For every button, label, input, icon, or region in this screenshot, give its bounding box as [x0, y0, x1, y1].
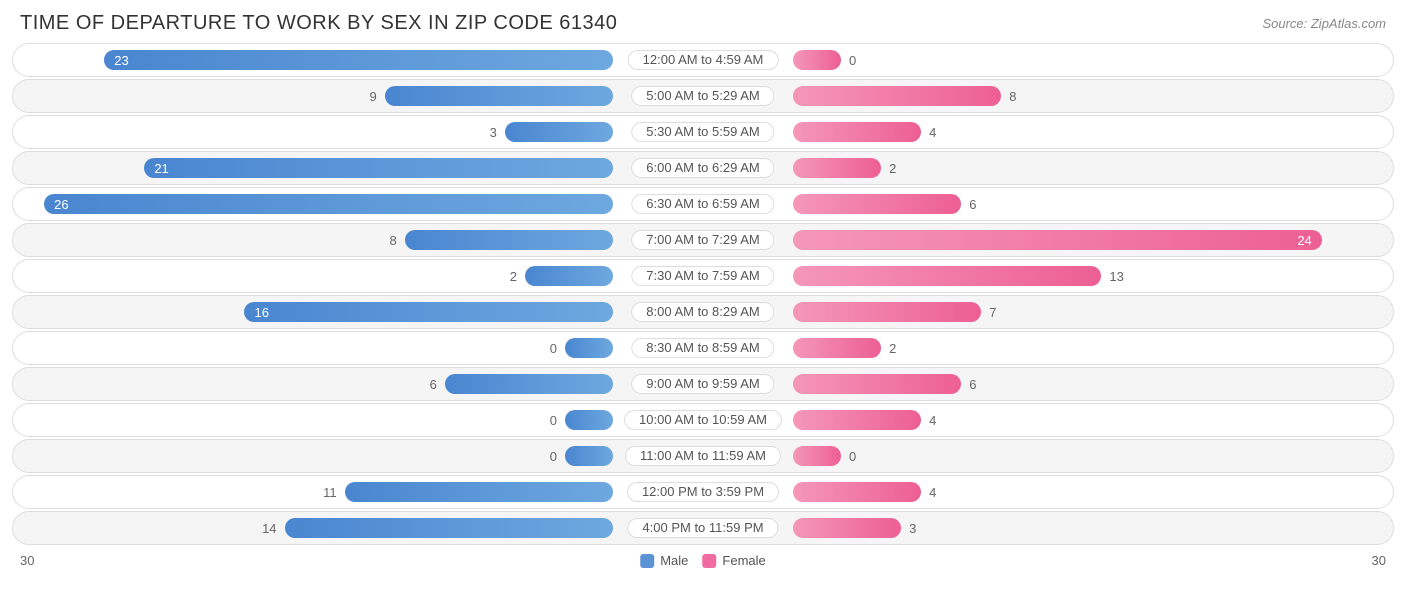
axis-max-right: 30 [1372, 553, 1386, 568]
table-row: 2 13 7:30 AM to 7:59 AM [12, 259, 1394, 293]
table-row: 8 24 7:00 AM to 7:29 AM [12, 223, 1394, 257]
time-range-label: 12:00 PM to 3:59 PM [627, 482, 779, 502]
female-value: 3 [909, 521, 916, 536]
table-row: 0011:00 AM to 11:59 AM [12, 439, 1394, 473]
female-bar: 0 [793, 50, 841, 70]
male-swatch-icon [640, 554, 654, 568]
time-range-label: 5:30 AM to 5:59 AM [631, 122, 774, 142]
female-value: 6 [969, 197, 976, 212]
table-row: 0 2 8:30 AM to 8:59 AM [12, 331, 1394, 365]
female-bar: 7 [793, 302, 981, 322]
male-bar: 14 [285, 518, 613, 538]
table-row: 9 8 5:00 AM to 5:29 AM [12, 79, 1394, 113]
male-bar: 8 [405, 230, 613, 250]
table-row: 16 7 8:00 AM to 8:29 AM [12, 295, 1394, 329]
time-range-label: 6:00 AM to 6:29 AM [631, 158, 774, 178]
female-value: 0 [849, 449, 856, 464]
male-value: 21 [154, 161, 168, 176]
chart-title: TIME OF DEPARTURE TO WORK BY SEX IN ZIP … [20, 12, 617, 35]
male-bar: 11 [345, 482, 613, 502]
female-bar: 6 [793, 374, 961, 394]
time-range-label: 11:00 AM to 11:59 AM [625, 446, 781, 466]
female-bar: 2 [793, 158, 881, 178]
male-bar: 21 [144, 158, 613, 178]
male-bar: 9 [385, 86, 613, 106]
chart-area: 23012:00 AM to 4:59 AM985:00 AM to 5:29 … [0, 43, 1406, 545]
male-bar: 0 [565, 410, 613, 430]
female-value: 4 [929, 413, 936, 428]
female-bar: 3 [793, 518, 901, 538]
table-row: 23 0 12:00 AM to 4:59 AM [12, 43, 1394, 77]
time-range-label: 8:30 AM to 8:59 AM [631, 338, 774, 358]
female-value: 24 [1297, 233, 1311, 248]
legend-female: Female [702, 553, 765, 568]
female-bar: 2 [793, 338, 881, 358]
female-swatch-icon [702, 554, 716, 568]
female-bar: 4 [793, 410, 921, 430]
male-value: 14 [262, 521, 276, 536]
male-bar: 23 [104, 50, 613, 70]
male-value: 23 [114, 53, 128, 68]
female-bar: 4 [793, 122, 921, 142]
table-row: 669:00 AM to 9:59 AM [12, 367, 1394, 401]
female-value: 0 [849, 53, 856, 68]
female-value: 8 [1009, 89, 1016, 104]
table-row: 14 3 4:00 PM to 11:59 PM [12, 511, 1394, 545]
chart-source: Source: ZipAtlas.com [1262, 12, 1386, 31]
male-bar: 26 [44, 194, 613, 214]
time-range-label: 8:00 AM to 8:29 AM [631, 302, 774, 322]
male-value: 8 [390, 233, 397, 248]
female-value: 4 [929, 125, 936, 140]
time-range-label: 7:30 AM to 7:59 AM [631, 266, 774, 286]
male-bar: 6 [445, 374, 613, 394]
male-value: 3 [490, 125, 497, 140]
chart-header: TIME OF DEPARTURE TO WORK BY SEX IN ZIP … [0, 0, 1406, 43]
female-value: 6 [969, 377, 976, 392]
time-range-label: 12:00 AM to 4:59 AM [628, 50, 779, 70]
male-value: 6 [430, 377, 437, 392]
table-row: 26 6 6:30 AM to 6:59 AM [12, 187, 1394, 221]
male-bar: 2 [525, 266, 613, 286]
male-value: 0 [550, 341, 557, 356]
legend-male: Male [640, 553, 688, 568]
female-value: 7 [989, 305, 996, 320]
time-range-label: 9:00 AM to 9:59 AM [631, 374, 774, 394]
axis-max-left: 30 [20, 553, 34, 568]
female-bar: 4 [793, 482, 921, 502]
female-value: 2 [889, 341, 896, 356]
female-bar: 8 [793, 86, 1001, 106]
time-range-label: 5:00 AM to 5:29 AM [631, 86, 774, 106]
time-range-label: 7:00 AM to 7:29 AM [631, 230, 774, 250]
legend-female-label: Female [722, 553, 765, 568]
chart-legend: Male Female [640, 553, 766, 568]
time-range-label: 10:00 AM to 10:59 AM [624, 410, 782, 430]
male-value: 26 [54, 197, 68, 212]
male-bar: 0 [565, 446, 613, 466]
male-value: 11 [323, 485, 337, 500]
male-value: 16 [254, 305, 268, 320]
time-range-label: 4:00 PM to 11:59 PM [627, 518, 778, 538]
chart-footer: 30 Male Female 30 [0, 547, 1406, 568]
time-range-label: 6:30 AM to 6:59 AM [631, 194, 774, 214]
male-bar: 0 [565, 338, 613, 358]
female-value: 4 [929, 485, 936, 500]
table-row: 3 4 5:30 AM to 5:59 AM [12, 115, 1394, 149]
table-row: 11 4 12:00 PM to 3:59 PM [12, 475, 1394, 509]
table-row: 0 4 10:00 AM to 10:59 AM [12, 403, 1394, 437]
female-bar: 24 [793, 230, 1322, 250]
male-value: 0 [550, 413, 557, 428]
table-row: 21 2 6:00 AM to 6:29 AM [12, 151, 1394, 185]
male-value: 0 [550, 449, 557, 464]
male-value: 9 [369, 89, 376, 104]
legend-male-label: Male [660, 553, 688, 568]
male-value: 2 [510, 269, 517, 284]
male-bar: 3 [505, 122, 613, 142]
female-bar: 6 [793, 194, 961, 214]
male-bar: 16 [244, 302, 613, 322]
female-value: 13 [1109, 269, 1123, 284]
female-value: 2 [889, 161, 896, 176]
female-bar: 13 [793, 266, 1101, 286]
female-bar: 0 [793, 446, 841, 466]
